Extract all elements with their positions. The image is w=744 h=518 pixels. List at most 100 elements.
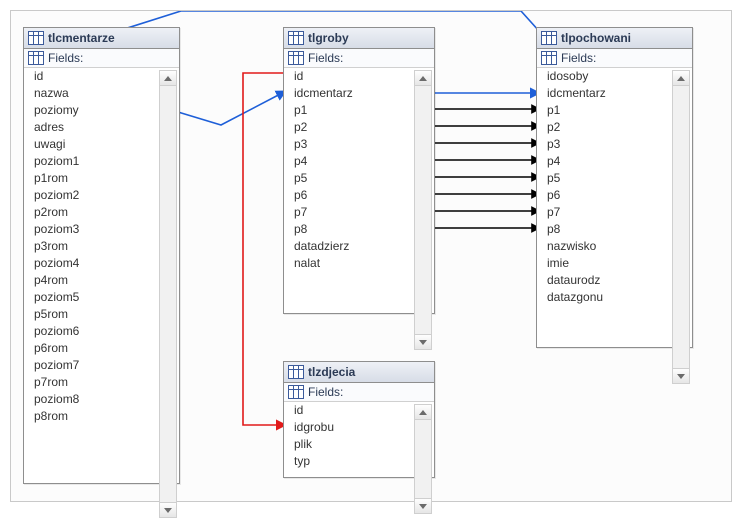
field-p8[interactable]: p8 bbox=[286, 221, 432, 238]
table-title-label: tlcmentarze bbox=[48, 31, 115, 45]
field-p3[interactable]: p3 bbox=[539, 136, 690, 153]
field-poziom8[interactable]: poziom8 bbox=[26, 391, 177, 408]
fields-icon bbox=[28, 51, 44, 65]
field-typ[interactable]: typ bbox=[286, 453, 432, 470]
field-poziomy[interactable]: poziomy bbox=[26, 102, 177, 119]
fields-icon bbox=[288, 385, 304, 399]
field-p2[interactable]: p2 bbox=[286, 119, 432, 136]
field-p1[interactable]: p1 bbox=[539, 102, 690, 119]
scroll-down-button[interactable] bbox=[160, 502, 176, 517]
fields-label: Fields: bbox=[48, 51, 83, 65]
field-datazgonu[interactable]: datazgonu bbox=[539, 289, 690, 306]
field-poziom7[interactable]: poziom7 bbox=[26, 357, 177, 374]
field-p6[interactable]: p6 bbox=[286, 187, 432, 204]
field-list[interactable]: ididgrobupliktyp bbox=[286, 402, 432, 475]
field-p5rom[interactable]: p5rom bbox=[26, 306, 177, 323]
field-imie[interactable]: imie bbox=[539, 255, 690, 272]
scroll-up-button[interactable] bbox=[160, 71, 176, 86]
field-p7rom[interactable]: p7rom bbox=[26, 374, 177, 391]
field-idosoby[interactable]: idosoby bbox=[539, 68, 690, 85]
scrollbar[interactable] bbox=[672, 70, 690, 384]
field-p1[interactable]: p1 bbox=[286, 102, 432, 119]
fields-icon bbox=[288, 51, 304, 65]
table-title-bar[interactable]: tlgroby bbox=[284, 28, 434, 49]
scroll-down-button[interactable] bbox=[673, 368, 689, 383]
fields-header: Fields: bbox=[24, 49, 179, 68]
field-poziom4[interactable]: poziom4 bbox=[26, 255, 177, 272]
field-p4rom[interactable]: p4rom bbox=[26, 272, 177, 289]
field-id[interactable]: id bbox=[286, 402, 432, 419]
chevron-down-icon bbox=[419, 340, 427, 345]
table-title-bar[interactable]: tlzdjecia bbox=[284, 362, 434, 383]
table-tlcmentarze[interactable]: tlcmentarze Fields: idnazwapoziomyadresu… bbox=[23, 27, 180, 484]
table-title-label: tlzdjecia bbox=[308, 365, 355, 379]
scroll-up-button[interactable] bbox=[415, 405, 431, 420]
chevron-down-icon bbox=[164, 508, 172, 513]
field-p8[interactable]: p8 bbox=[539, 221, 690, 238]
field-nalat[interactable]: nalat bbox=[286, 255, 432, 272]
field-p3[interactable]: p3 bbox=[286, 136, 432, 153]
scroll-down-button[interactable] bbox=[415, 334, 431, 349]
table-tlpochowani[interactable]: tlpochowani Fields: idosobyidcmentarzp1p… bbox=[536, 27, 693, 348]
scroll-up-button[interactable] bbox=[673, 71, 689, 86]
field-p8rom[interactable]: p8rom bbox=[26, 408, 177, 425]
table-icon bbox=[28, 31, 44, 45]
scrollbar[interactable] bbox=[414, 404, 432, 514]
chevron-down-icon bbox=[677, 374, 685, 379]
field-list[interactable]: idosobyidcmentarzp1p2p3p4p5p6p7p8nazwisk… bbox=[539, 68, 690, 345]
chevron-up-icon bbox=[164, 76, 172, 81]
scroll-up-button[interactable] bbox=[415, 71, 431, 86]
field-p2[interactable]: p2 bbox=[539, 119, 690, 136]
field-p3rom[interactable]: p3rom bbox=[26, 238, 177, 255]
field-p7[interactable]: p7 bbox=[539, 204, 690, 221]
field-p4[interactable]: p4 bbox=[286, 153, 432, 170]
field-uwagi[interactable]: uwagi bbox=[26, 136, 177, 153]
field-id[interactable]: id bbox=[26, 68, 177, 85]
table-icon bbox=[288, 31, 304, 45]
field-list[interactable]: idnazwapoziomyadresuwagipoziom1p1rompozi… bbox=[26, 68, 177, 481]
field-adres[interactable]: adres bbox=[26, 119, 177, 136]
table-tlgroby[interactable]: tlgroby Fields: ididcmentarzp1p2p3p4p5p6… bbox=[283, 27, 435, 314]
table-icon bbox=[541, 31, 557, 45]
chevron-up-icon bbox=[419, 76, 427, 81]
field-poziom3[interactable]: poziom3 bbox=[26, 221, 177, 238]
field-plik[interactable]: plik bbox=[286, 436, 432, 453]
field-dataurodz[interactable]: dataurodz bbox=[539, 272, 690, 289]
field-p5[interactable]: p5 bbox=[539, 170, 690, 187]
fields-header: Fields: bbox=[537, 49, 692, 68]
field-idcmentarz[interactable]: idcmentarz bbox=[539, 85, 690, 102]
field-p4[interactable]: p4 bbox=[539, 153, 690, 170]
field-p5[interactable]: p5 bbox=[286, 170, 432, 187]
table-title-bar[interactable]: tlpochowani bbox=[537, 28, 692, 49]
field-list[interactable]: ididcmentarzp1p2p3p4p5p6p7p8datadzierzna… bbox=[286, 68, 432, 311]
scrollbar[interactable] bbox=[159, 70, 177, 518]
field-idcmentarz[interactable]: idcmentarz bbox=[286, 85, 432, 102]
diagram-canvas: tlcmentarze Fields: idnazwapoziomyadresu… bbox=[10, 10, 732, 502]
field-p1rom[interactable]: p1rom bbox=[26, 170, 177, 187]
field-p2rom[interactable]: p2rom bbox=[26, 204, 177, 221]
fields-label: Fields: bbox=[308, 51, 343, 65]
field-id[interactable]: id bbox=[286, 68, 432, 85]
field-datadzierz[interactable]: datadzierz bbox=[286, 238, 432, 255]
field-nazwa[interactable]: nazwa bbox=[26, 85, 177, 102]
field-idgrobu[interactable]: idgrobu bbox=[286, 419, 432, 436]
field-poziom1[interactable]: poziom1 bbox=[26, 153, 177, 170]
scrollbar[interactable] bbox=[414, 70, 432, 350]
table-tlzdjecia[interactable]: tlzdjecia Fields: ididgrobupliktyp bbox=[283, 361, 435, 478]
field-p6[interactable]: p6 bbox=[539, 187, 690, 204]
table-title-bar[interactable]: tlcmentarze bbox=[24, 28, 179, 49]
field-poziom5[interactable]: poziom5 bbox=[26, 289, 177, 306]
scroll-down-button[interactable] bbox=[415, 498, 431, 513]
field-nazwisko[interactable]: nazwisko bbox=[539, 238, 690, 255]
table-title-label: tlgroby bbox=[308, 31, 349, 45]
field-p6rom[interactable]: p6rom bbox=[26, 340, 177, 357]
field-p7[interactable]: p7 bbox=[286, 204, 432, 221]
field-poziom2[interactable]: poziom2 bbox=[26, 187, 177, 204]
table-title-label: tlpochowani bbox=[561, 31, 631, 45]
fields-icon bbox=[541, 51, 557, 65]
chevron-up-icon bbox=[677, 76, 685, 81]
fields-label: Fields: bbox=[561, 51, 596, 65]
field-poziom6[interactable]: poziom6 bbox=[26, 323, 177, 340]
chevron-up-icon bbox=[419, 410, 427, 415]
table-icon bbox=[288, 365, 304, 379]
